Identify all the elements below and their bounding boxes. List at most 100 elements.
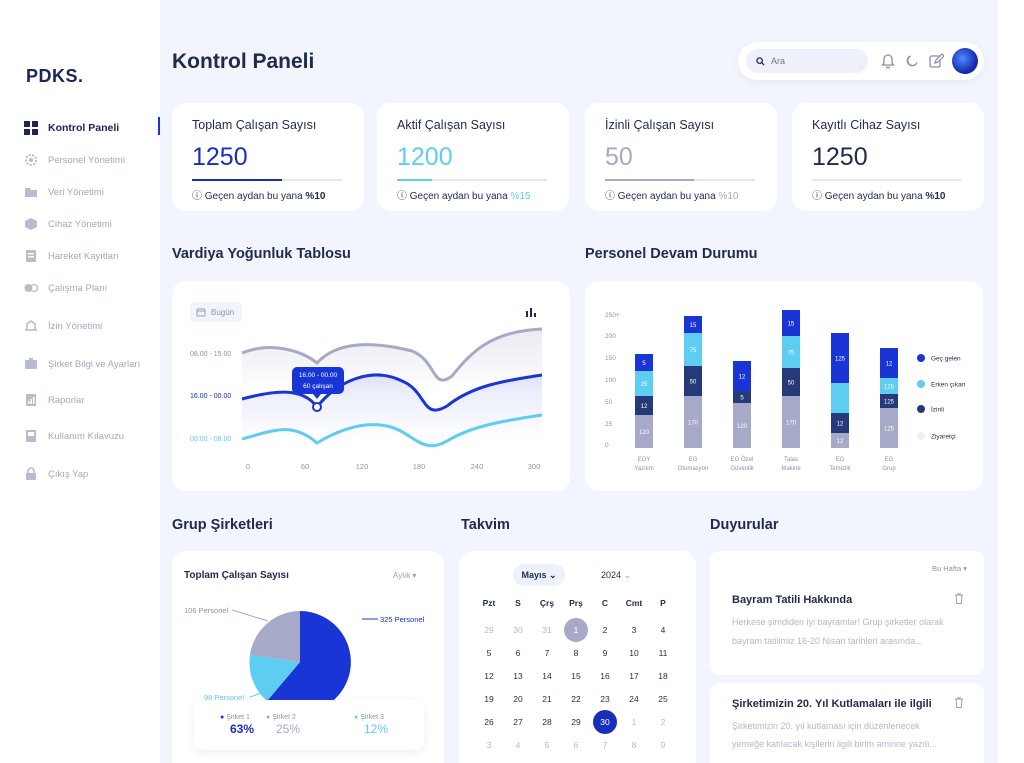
calendar-day[interactable]: 4 — [515, 740, 521, 750]
moon-icon[interactable] — [904, 53, 920, 69]
pie-slice-sirket-1[interactable] — [267, 611, 351, 713]
calendar-day[interactable]: 3 — [486, 740, 492, 750]
calendar-day[interactable]: 29 — [484, 625, 494, 635]
calendar-day[interactable]: 21 — [542, 694, 552, 704]
year-selector[interactable]: 2024 ⌄ — [601, 570, 632, 580]
news-card-2[interactable]: Şirketimizin 20. Yıl Kutlamaları ile ilg… — [710, 683, 984, 763]
calendar-day[interactable]: 30 — [513, 625, 523, 635]
calendar-day[interactable]: 22 — [571, 694, 581, 704]
calendar-day[interactable]: 18 — [658, 671, 668, 681]
weekday-header: P — [660, 598, 666, 608]
calendar-day[interactable]: 16 — [600, 671, 610, 681]
calendar-day[interactable]: 5 — [544, 740, 550, 750]
calendar-day[interactable]: 9 — [660, 740, 666, 750]
calendar-day[interactable]: 4 — [660, 625, 666, 635]
sidebar-item-label: Şirket Bilgi ve Ayarları — [48, 358, 141, 370]
calendar-day[interactable]: 12 — [484, 671, 494, 681]
calendar-day[interactable]: 26 — [484, 717, 494, 727]
calendar-day[interactable]: 31 — [542, 625, 552, 635]
legend-label: Erken çıkan — [931, 382, 966, 389]
sidebar-item-label: İzin Yönetimi — [48, 320, 103, 332]
week-filter[interactable]: Bu Hafta ▾ — [932, 564, 968, 573]
category-label: Makine — [781, 466, 801, 472]
calendar-day[interactable]: 10 — [629, 648, 639, 658]
sidebar-item-veri[interactable]: Veri Yönetimi — [0, 176, 160, 208]
x-tick: 300 — [528, 462, 541, 471]
schedule-icon — [24, 283, 38, 293]
bar-chart-icon[interactable] — [524, 305, 538, 319]
sidebar-item-label: Veri Yönetimi — [48, 186, 104, 198]
calendar-day[interactable]: 23 — [600, 694, 610, 704]
calendar-day[interactable]: 30 — [593, 710, 617, 734]
pie-slice-sirket-3[interactable] — [249, 655, 300, 701]
bell-icon[interactable] — [880, 53, 896, 69]
calendar-day[interactable]: 6 — [573, 740, 579, 750]
bar-segment — [684, 396, 702, 448]
bar-segment — [635, 396, 653, 415]
calendar-day[interactable]: 2 — [602, 625, 608, 635]
bar-value-label: 50 — [788, 381, 795, 387]
calendar-day[interactable]: 5 — [486, 648, 492, 658]
sidebar-item-personel[interactable]: Personel Yönetimi — [0, 144, 160, 176]
pie-slice-sirket-2[interactable] — [250, 611, 300, 662]
calendar-day[interactable]: 8 — [573, 648, 579, 658]
trash-icon[interactable] — [954, 593, 964, 604]
calendar-day[interactable]: 25 — [658, 694, 668, 704]
legend-label: İzinli — [931, 405, 944, 414]
calendar-day[interactable]: 24 — [629, 694, 639, 704]
sidebar-item-kilavuz[interactable]: Kullanım Kılavuzu — [0, 420, 160, 452]
shift-chart-card: Bugün 08.00 - 15.00 16.00 - 00.00 00.00 … — [172, 281, 570, 491]
calendar-day[interactable]: 1 — [564, 618, 588, 642]
sidebar-item-hareket[interactable]: Hareket Kayıtları — [0, 240, 160, 272]
category-label: EG — [689, 457, 698, 463]
calendar-day[interactable]: 2 — [660, 717, 666, 727]
bar-value-label: 5 — [740, 396, 744, 402]
month-selector[interactable]: Mayıs ⌄ — [513, 564, 565, 586]
calendar-day[interactable]: 7 — [602, 740, 608, 750]
calendar-day[interactable]: 27 — [513, 717, 523, 727]
bar-value-label: 12 — [739, 375, 746, 381]
date-filter[interactable]: Bugün — [190, 302, 242, 322]
stat-footer: ⓘ Geçen aydan bu yana %10 — [812, 191, 946, 202]
search-box[interactable] — [746, 49, 868, 73]
sidebar-item-sirket[interactable]: Şirket Bilgi ve Ayarları — [0, 348, 160, 380]
calendar-day[interactable]: 14 — [542, 671, 552, 681]
calendar-day[interactable]: 11 — [658, 648, 668, 658]
bar-value-label: 120 — [639, 430, 650, 436]
stat-card-on-leave: İzinli Çalışan Sayısı 50 ⓘ Geçen aydan b… — [585, 103, 777, 211]
calendar-day[interactable]: 20 — [513, 694, 523, 704]
period-dropdown[interactable]: Aylık ▾ — [393, 571, 417, 580]
category-label: Güvenlik — [730, 466, 754, 472]
calendar-day[interactable]: 29 — [571, 717, 581, 727]
sidebar-item-izin[interactable]: İzin Yönetimi — [0, 310, 160, 342]
sidebar-item-raporlar[interactable]: Raporlar — [0, 384, 160, 416]
calendar-day[interactable]: 8 — [631, 740, 637, 750]
calendar-day[interactable]: 7 — [544, 648, 550, 658]
sidebar-item-cikis[interactable]: Çıkış Yap — [0, 458, 160, 490]
calendar-day[interactable]: 13 — [513, 671, 523, 681]
calendar-day[interactable]: 17 — [629, 671, 639, 681]
calendar-day[interactable]: 15 — [571, 671, 581, 681]
bar-value-label: 75 — [690, 348, 697, 354]
sidebar-item-kontrol-paneli[interactable]: Kontrol Paneli — [0, 112, 160, 144]
series-label-1: 08.00 - 15.00 — [190, 351, 231, 358]
sidebar-item-calisma[interactable]: Çalışma Planı — [0, 272, 160, 304]
y-tick: 200 — [605, 333, 616, 340]
calendar-card: Mayıs ⌄ 2024 ⌄ Pzt S Çrş Prş C Cmt P 29 30 31 1 2 3 4… — [459, 551, 696, 763]
avatar[interactable] — [952, 48, 978, 74]
search-input[interactable] — [771, 56, 861, 66]
calendar-day[interactable]: 6 — [515, 648, 521, 658]
calendar-day[interactable]: 3 — [631, 625, 637, 635]
news-card-1[interactable]: Bu Hafta ▾ Bayram Tatili Hakkında Herkes… — [710, 551, 984, 675]
calendar-day[interactable]: 1 — [631, 717, 637, 727]
edit-icon[interactable] — [928, 53, 944, 69]
trash-icon[interactable] — [954, 697, 964, 708]
calendar-day[interactable]: 9 — [602, 648, 608, 658]
series-line-1 — [241, 327, 543, 382]
sidebar-item-cihaz[interactable]: Cihaz Yönetimi — [0, 208, 160, 240]
calendar-day[interactable]: 19 — [484, 694, 494, 704]
stat-title: İzinli Çalışan Sayısı — [605, 118, 715, 132]
calendar-day[interactable]: 28 — [542, 717, 552, 727]
data-point-marker[interactable] — [312, 402, 322, 412]
bar-segment — [880, 348, 898, 378]
